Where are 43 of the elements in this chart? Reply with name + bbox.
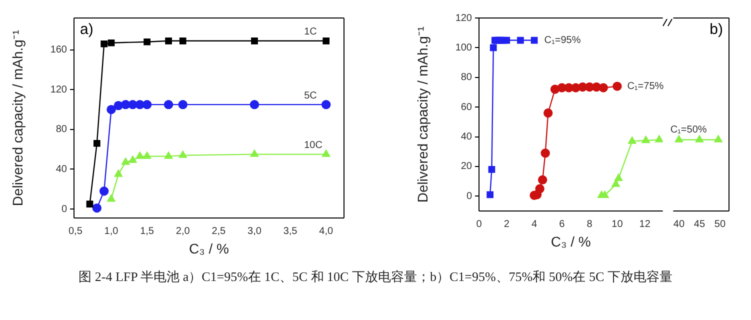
x-tick-label: 45 xyxy=(694,218,706,230)
y-tick-label: 60 xyxy=(460,102,472,113)
series-label: 1C xyxy=(304,26,317,38)
y-tick-label: 120 xyxy=(50,84,68,96)
y-tick-label: 40 xyxy=(460,132,472,143)
caption: 图 2-4 LFP 半电池 a）C1=95%在 1C、5C 和 10C 下放电容量；b）C1=95%、75%和 50%在 5C 下放电容量 xyxy=(78,268,674,286)
x-tick-label: 50 xyxy=(714,218,726,230)
x-tick-label: 4,0 xyxy=(319,226,334,237)
y-tick-label: 120 xyxy=(455,12,472,24)
annotation: b) xyxy=(710,21,723,38)
y-tick-label: 80 xyxy=(56,124,68,136)
y-tick-label: 80 xyxy=(460,72,472,84)
x-tick-label: 40 xyxy=(673,218,685,230)
x-tick-label: 6 xyxy=(559,218,566,230)
x-tick-label: 1,5 xyxy=(140,226,154,237)
y-tick-label: 40 xyxy=(56,164,68,175)
series-label: 5C xyxy=(304,90,317,102)
series-label: C₁=95% xyxy=(544,35,581,46)
x-tick-label: 2,5 xyxy=(212,226,226,237)
x-tick-label: 2 xyxy=(504,218,510,230)
series-label: C₁=50% xyxy=(670,124,707,136)
x-tick-label: 12 xyxy=(639,218,651,230)
x-tick-label: 8 xyxy=(586,218,593,230)
x-tick-label: 4 xyxy=(531,218,538,230)
annotation: a) xyxy=(80,21,94,38)
series-label: C₁=75% xyxy=(627,81,664,92)
x-tick-label: 0 xyxy=(476,218,482,230)
x-tick-label: 0,5 xyxy=(68,226,83,237)
y-axis-title: Delivered capacity / mAh.g⁻¹ xyxy=(414,26,430,203)
x-tick-label: 2,0 xyxy=(176,226,190,237)
x-tick-label: 1,0 xyxy=(104,226,119,237)
y-tick-label: 100 xyxy=(455,42,472,54)
series-label: 10C xyxy=(304,140,322,152)
x-tick-label: 3,0 xyxy=(248,226,262,237)
y-tick-label: 160 xyxy=(50,44,68,56)
x-axis-title: C₃ / % xyxy=(189,240,229,256)
x-tick-label: 3,5 xyxy=(283,226,298,237)
y-tick-label: 0 xyxy=(61,204,68,215)
y-axis-title: Delivered capacity / mAh.g⁻¹ xyxy=(9,30,26,206)
x-tick-label: 10 xyxy=(612,218,624,230)
x-axis-title: C₃ / % xyxy=(550,233,591,250)
y-tick-label: 0 xyxy=(466,190,472,202)
y-tick-label: 20 xyxy=(460,161,472,172)
